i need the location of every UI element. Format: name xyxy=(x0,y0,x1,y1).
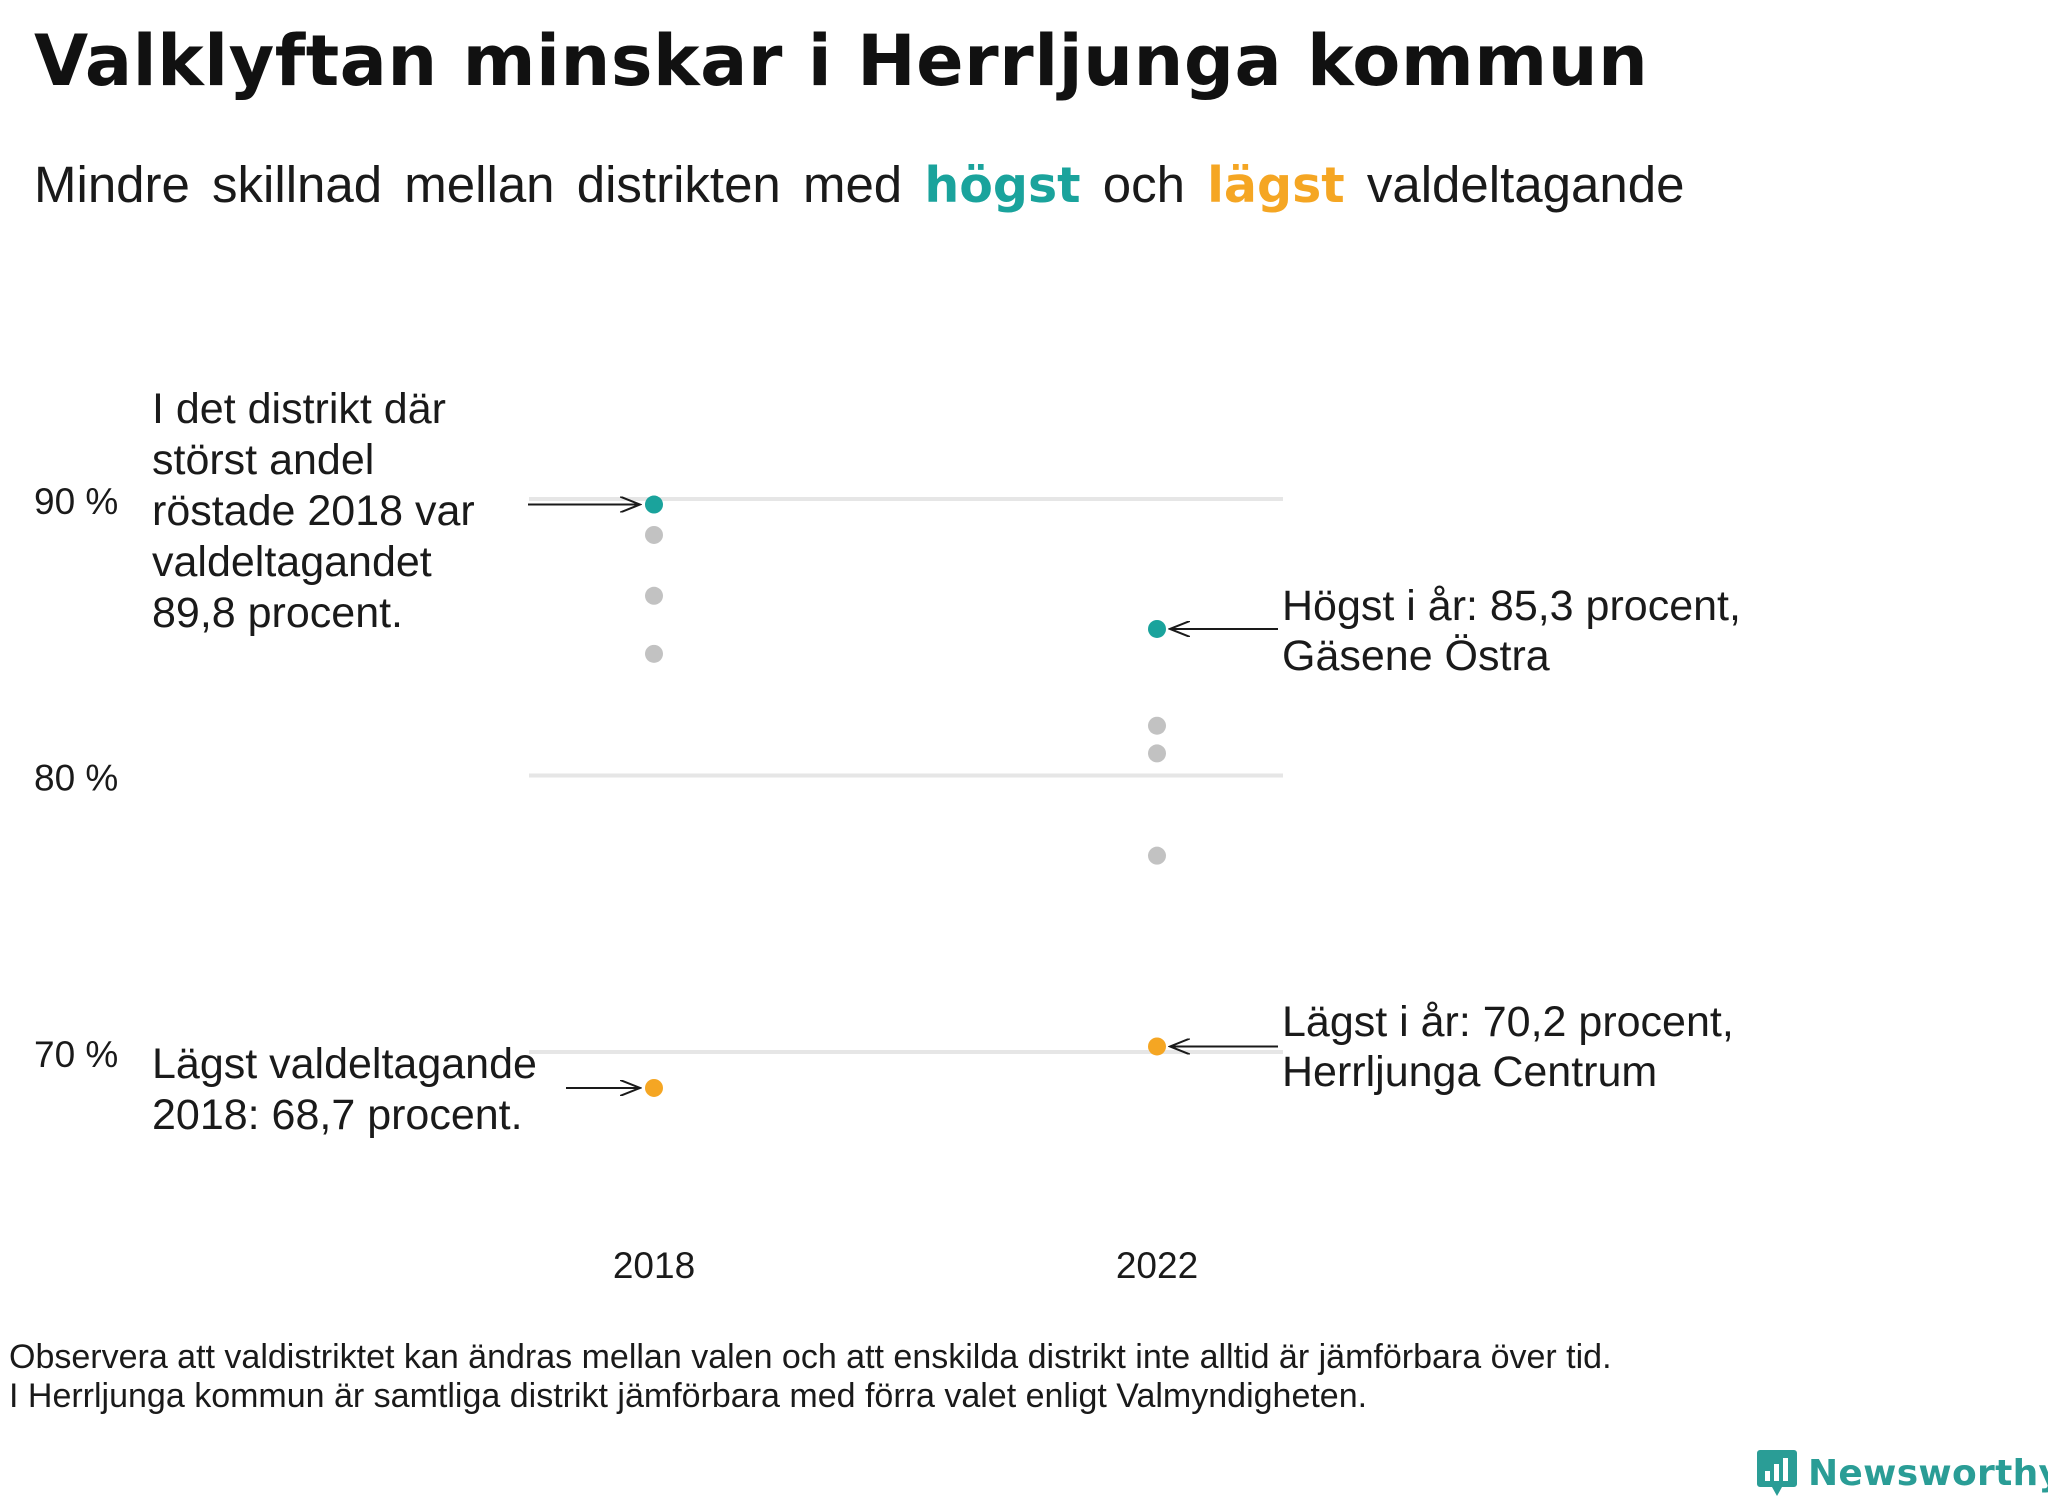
footnote: Observera att valdistriktet kan ändras m… xyxy=(9,1338,1612,1416)
annotation-low-2022-line: Lägst i år: 70,2 procent, xyxy=(1282,998,1734,1046)
data-points xyxy=(645,495,1166,1097)
annotation-high-2022: Högst i år: 85,3 procent, Gäsene Östra xyxy=(1282,582,1741,680)
y-axis-ticks: 70 % 80 % 90 % xyxy=(34,481,118,1075)
y-tick-label: 90 % xyxy=(34,481,118,522)
data-point xyxy=(1148,744,1166,763)
newsworthy-logo-icon xyxy=(1757,1450,1797,1496)
annotation-low-2018-line: Lägst valdeltagande xyxy=(152,1040,537,1088)
data-point xyxy=(645,644,663,663)
annotation-low-2018: Lägst valdeltagande 2018: 68,7 procent. xyxy=(152,1040,537,1139)
data-point xyxy=(1148,846,1166,865)
data-point-lowest xyxy=(645,1078,663,1097)
subtitle-part1: Mindre skillnad mellan distrikten med xyxy=(34,156,903,213)
annotation-high-2018-line: störst andel xyxy=(152,436,374,484)
annotation-high-2018-line: röstade 2018 var xyxy=(152,487,475,535)
y-tick-label: 80 % xyxy=(34,758,118,799)
annotation-high-2022-line: Högst i år: 85,3 procent, xyxy=(1282,582,1741,630)
footnote-line-2: I Herrljunga kommun är samtliga distrikt… xyxy=(9,1377,1368,1415)
data-point-lowest xyxy=(1148,1037,1166,1056)
annotation-low-2022: Lägst i år: 70,2 procent, Herrljunga Cent… xyxy=(1282,998,1734,1096)
annotation-high-2018-line: 89,8 procent. xyxy=(152,589,403,637)
data-point xyxy=(645,525,663,544)
subtitle-part3: valdeltagande xyxy=(1366,156,1685,213)
chart-plot: 70 % 80 % 90 % 2018 2022 I det distrikt där… xyxy=(34,385,1741,1286)
y-tick-label: 70 % xyxy=(34,1034,118,1075)
data-point xyxy=(1148,716,1166,735)
gridlines xyxy=(529,497,1283,1054)
x-tick-label: 2022 xyxy=(1116,1245,1198,1286)
x-tick-label: 2018 xyxy=(613,1245,695,1286)
data-point xyxy=(645,586,663,605)
footnote-line-1: Observera att valdistriktet kan ändras m… xyxy=(9,1338,1612,1376)
data-point-highest xyxy=(1148,619,1166,638)
chart-subtitle: Mindre skillnad mellan distrikten med hö… xyxy=(34,155,1684,214)
annotation-high-2022-line: Gäsene Östra xyxy=(1282,632,1550,680)
annotation-high-2018-line: I det distrikt där xyxy=(152,385,446,433)
logo-text: Newsworthy xyxy=(1808,1452,2048,1494)
annotation-high-2018: I det distrikt där störst andel röstade 20… xyxy=(152,385,475,637)
annotation-high-2018-line: valdeltagandet xyxy=(152,538,432,586)
annotation-low-2018-line: 2018: 68,7 procent. xyxy=(152,1091,523,1139)
chart-title: Valklyftan minskar i Herrljunga kommun xyxy=(34,20,1649,102)
data-point-highest xyxy=(645,495,663,514)
x-axis-ticks: 2018 2022 xyxy=(613,1245,1198,1286)
subtitle-high-word: högst xyxy=(924,157,1081,214)
newsworthy-logo: Newsworthy xyxy=(1756,1448,2048,1498)
subtitle-low-word: lägst xyxy=(1207,157,1345,214)
annotations: I det distrikt där störst andel röstade 20… xyxy=(152,385,1741,1139)
annotation-low-2022-line: Herrljunga Centrum xyxy=(1282,1048,1657,1096)
subtitle-part2: och xyxy=(1102,156,1185,213)
